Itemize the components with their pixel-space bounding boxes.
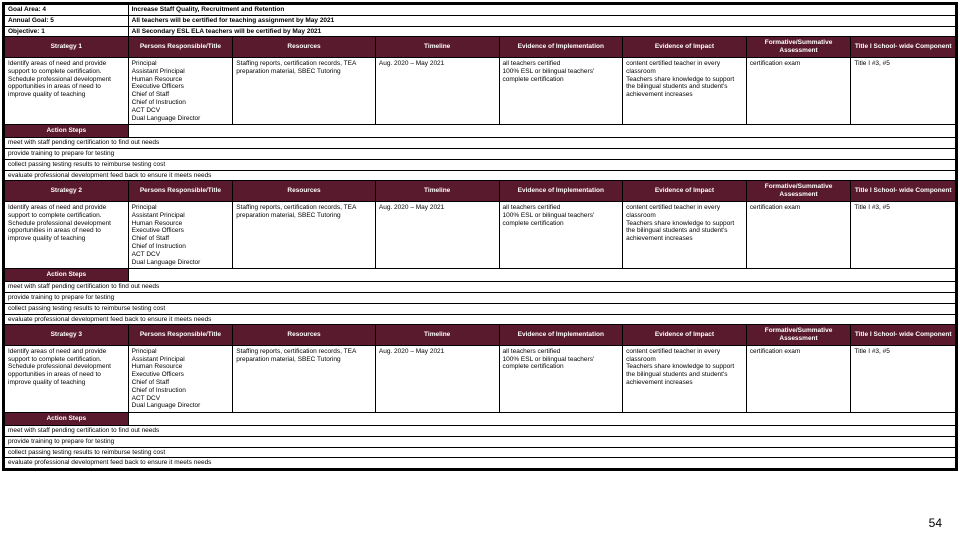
action-step: collect passing testing results to reimb… <box>5 159 956 170</box>
column-header: Evidence of Implementation <box>499 181 623 202</box>
assessment: certification exam <box>746 201 851 268</box>
persons-responsible: Principal Assistant Principal Human Reso… <box>128 57 233 124</box>
action-step: provide training to prepare for testing <box>5 148 956 159</box>
column-header: Evidence of Implementation <box>499 37 623 58</box>
column-header: Resources <box>233 325 376 346</box>
strategy-text: Identify areas of need and provide suppo… <box>5 201 129 268</box>
action-steps-header: Action Steps <box>5 125 129 138</box>
column-header: Formative/Summative Assessment <box>746 37 851 58</box>
assessment: certification exam <box>746 57 851 124</box>
column-header: Persons Responsible/Title <box>128 325 233 346</box>
action-steps-header-blank <box>128 125 955 138</box>
action-step: evaluate professional development feed b… <box>5 314 956 325</box>
titlei-component: Title I #3, #5 <box>851 201 956 268</box>
column-header: Timeline <box>375 37 499 58</box>
column-header: Evidence of Impact <box>623 37 747 58</box>
strategy-header: Strategy 1 <box>5 37 129 58</box>
evidence-implementation: all teachers certified 100% ESL or bilin… <box>499 201 623 268</box>
timeline: Aug. 2020 – May 2021 <box>375 57 499 124</box>
column-header: Title I School- wide Component <box>851 181 956 202</box>
evidence-impact: content certified teacher in every class… <box>623 345 747 412</box>
action-step: meet with staff pending certification to… <box>5 138 956 149</box>
column-header: Persons Responsible/Title <box>128 37 233 58</box>
column-header: Resources <box>233 181 376 202</box>
action-step: meet with staff pending certification to… <box>5 282 956 293</box>
annual-goal-label: Annual Goal: 5 <box>5 15 129 26</box>
column-header: Evidence of Implementation <box>499 325 623 346</box>
evidence-impact: content certified teacher in every class… <box>623 201 747 268</box>
strategy-text: Identify areas of need and provide suppo… <box>5 57 129 124</box>
column-header: Persons Responsible/Title <box>128 181 233 202</box>
column-header: Title I School- wide Component <box>851 325 956 346</box>
resources: Staffing reports, certification records,… <box>233 201 376 268</box>
strategy-header: Strategy 3 <box>5 325 129 346</box>
evidence-implementation: all teachers certified 100% ESL or bilin… <box>499 345 623 412</box>
plan-sheet: Goal Area: 4Increase Staff Quality, Recr… <box>2 2 958 471</box>
action-steps-header-blank <box>128 269 955 282</box>
action-steps-header-blank <box>128 413 955 426</box>
column-header: Timeline <box>375 325 499 346</box>
titlei-component: Title I #3, #5 <box>851 57 956 124</box>
timeline: Aug. 2020 – May 2021 <box>375 345 499 412</box>
column-header: Resources <box>233 37 376 58</box>
action-step: provide training to prepare for testing <box>5 292 956 303</box>
action-step: evaluate professional development feed b… <box>5 458 956 469</box>
strategy-text: Identify areas of need and provide suppo… <box>5 345 129 412</box>
column-header: Formative/Summative Assessment <box>746 325 851 346</box>
evidence-impact: content certified teacher in every class… <box>623 57 747 124</box>
action-step: evaluate professional development feed b… <box>5 170 956 181</box>
goal-area-value: Increase Staff Quality, Recruitment and … <box>128 5 955 16</box>
objective-value: All Secondary ESL ELA teachers will be c… <box>128 26 955 37</box>
resources: Staffing reports, certification records,… <box>233 345 376 412</box>
evidence-implementation: all teachers certified 100% ESL or bilin… <box>499 57 623 124</box>
timeline: Aug. 2020 – May 2021 <box>375 201 499 268</box>
column-header: Evidence of Impact <box>623 181 747 202</box>
persons-responsible: Principal Assistant Principal Human Reso… <box>128 201 233 268</box>
column-header: Evidence of Impact <box>623 325 747 346</box>
action-step: collect passing testing results to reimb… <box>5 303 956 314</box>
action-steps-header: Action Steps <box>5 413 129 426</box>
column-header: Title I School- wide Component <box>851 37 956 58</box>
assessment: certification exam <box>746 345 851 412</box>
action-steps-header: Action Steps <box>5 269 129 282</box>
goal-area-label: Goal Area: 4 <box>5 5 129 16</box>
action-step: provide training to prepare for testing <box>5 436 956 447</box>
plan-table: Goal Area: 4Increase Staff Quality, Recr… <box>4 4 956 469</box>
column-header: Timeline <box>375 181 499 202</box>
column-header: Formative/Summative Assessment <box>746 181 851 202</box>
action-step: collect passing testing results to reimb… <box>5 447 956 458</box>
persons-responsible: Principal Assistant Principal Human Reso… <box>128 345 233 412</box>
page-number: 54 <box>929 516 942 530</box>
resources: Staffing reports, certification records,… <box>233 57 376 124</box>
titlei-component: Title I #3, #5 <box>851 345 956 412</box>
strategy-header: Strategy 2 <box>5 181 129 202</box>
objective-label: Objective: 1 <box>5 26 129 37</box>
annual-goal-value: All teachers will be certified for teach… <box>128 15 955 26</box>
action-step: meet with staff pending certification to… <box>5 426 956 437</box>
